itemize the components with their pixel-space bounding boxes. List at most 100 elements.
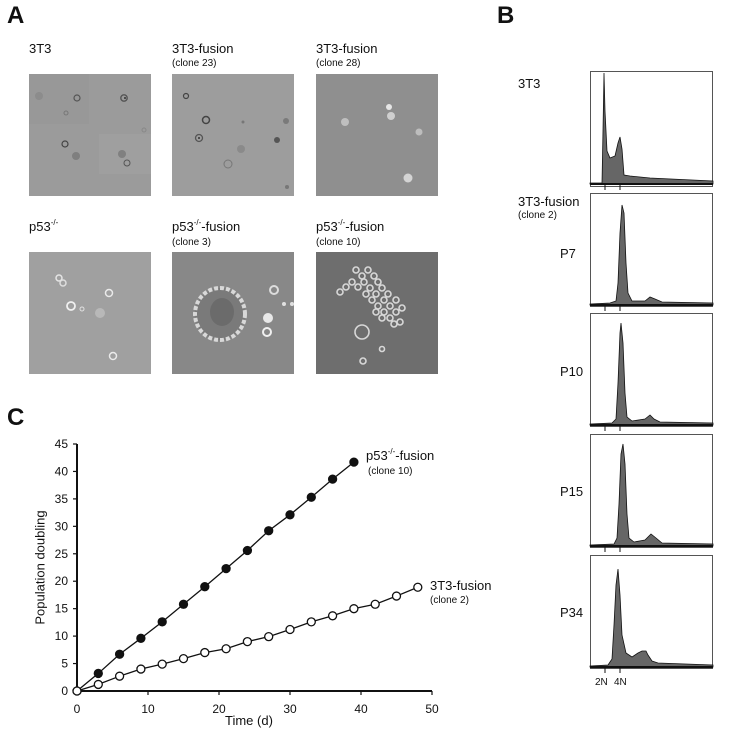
data-point-open xyxy=(221,644,231,654)
histogram-label-p7: P7 xyxy=(560,246,576,261)
micrograph-art xyxy=(172,252,294,374)
data-point-open xyxy=(157,659,167,669)
data-point-filled xyxy=(114,649,125,659)
data-point-open xyxy=(306,617,316,627)
data-point-filled xyxy=(306,492,316,502)
data-point-filled xyxy=(136,633,146,643)
data-point-open xyxy=(114,671,125,681)
title-text-post: -fusion xyxy=(345,219,385,234)
data-point-open xyxy=(200,647,210,658)
y-tick-label: 20 xyxy=(55,574,69,588)
micrograph-art xyxy=(316,74,438,196)
data-point-filled xyxy=(242,545,253,556)
histogram-plot xyxy=(589,204,714,311)
title-text-post: -fusion xyxy=(201,219,241,234)
y-tick-label: 0 xyxy=(61,684,68,698)
data-point-open xyxy=(178,653,189,664)
series-label-p53-fusion: p53-/--fusion xyxy=(366,447,435,463)
micrograph-p53-fusion-10 xyxy=(316,252,438,374)
micrograph-3t3-fusion-28 xyxy=(316,74,438,196)
x-tick-label: 50 xyxy=(425,702,439,716)
data-point-filled xyxy=(93,668,103,679)
x-tick-label: 30 xyxy=(283,702,297,716)
y-tick-label: 30 xyxy=(55,519,69,533)
micrograph-art xyxy=(29,252,151,374)
micrograph-art xyxy=(316,252,438,374)
histogram-label-p10: P10 xyxy=(560,364,584,379)
x-tick-label: 20 xyxy=(212,702,226,716)
image-sub-clone-28: (clone 28) xyxy=(316,58,361,69)
histogram-3t3 xyxy=(589,71,714,190)
superscript: -/- xyxy=(387,447,396,456)
histogram-label-p15: P15 xyxy=(560,484,584,499)
image-title-p53-fusion-10: p53-/--fusion xyxy=(316,218,385,234)
superscript: -/- xyxy=(50,218,59,227)
data-point-filled xyxy=(285,510,295,520)
series-label-text-post: -fusion xyxy=(395,448,435,463)
panel-a-letter: A xyxy=(7,2,25,29)
data-point-filled xyxy=(200,582,210,592)
panel-b-letter: B xyxy=(497,2,515,29)
superscript: -/- xyxy=(337,218,346,227)
histogram-plot xyxy=(589,443,714,552)
y-tick-label: 45 xyxy=(55,437,69,451)
data-point-filled xyxy=(327,474,338,484)
image-sub-clone-23: (clone 23) xyxy=(172,58,217,69)
data-point-open xyxy=(413,582,423,592)
series-label-text: p53 xyxy=(366,448,388,463)
histogram-plot xyxy=(589,568,714,673)
image-title-3t3: 3T3 xyxy=(29,41,52,56)
image-sub-clone-3: (clone 3) xyxy=(172,237,211,248)
data-point-open xyxy=(327,611,338,621)
y-tick-label: 40 xyxy=(55,464,69,478)
image-title-p53-fusion-3: p53-/--fusion xyxy=(172,218,241,234)
data-point-open xyxy=(349,604,359,614)
micrograph-p53 xyxy=(29,252,151,374)
x-tick-label: 0 xyxy=(74,702,81,716)
title-text: p53 xyxy=(172,219,194,234)
data-point-filled xyxy=(157,617,167,627)
image-title-3t3-fusion-23: 3T3-fusion xyxy=(172,41,234,56)
series-sub-clone-2: (clone 2) xyxy=(430,595,469,606)
data-point-open xyxy=(391,591,402,601)
title-text: p53 xyxy=(29,219,51,234)
data-point-filled xyxy=(349,457,359,467)
y-tick-label: 15 xyxy=(55,602,69,616)
histogram-label-3t3: 3T3 xyxy=(518,76,541,91)
data-point-filled xyxy=(178,599,189,609)
histogram-plot xyxy=(589,322,714,431)
data-point-open xyxy=(136,664,146,674)
data-point-open xyxy=(264,632,274,642)
histogram-plot xyxy=(589,72,714,190)
x-axis-label: Time (d) xyxy=(225,713,273,728)
y-tick-label: 10 xyxy=(55,629,69,643)
data-point-open xyxy=(370,599,380,609)
data-point-open xyxy=(93,679,103,690)
histogram-tick-2n: 2N xyxy=(595,677,608,688)
data-point-filled xyxy=(264,526,274,536)
histogram-p34 xyxy=(589,555,714,673)
series-label-3t3-fusion: 3T3-fusion xyxy=(430,578,492,593)
y-tick-label: 35 xyxy=(55,492,69,506)
series-sub-clone-10: (clone 10) xyxy=(368,466,413,477)
data-point-open xyxy=(242,636,253,647)
x-tick-label: 10 xyxy=(141,702,155,716)
histogram-p10 xyxy=(589,313,714,431)
data-point-open xyxy=(72,686,82,696)
y-tick-label: 5 xyxy=(61,657,68,671)
data-point-filled xyxy=(221,563,231,574)
histogram-group-title: 3T3-fusion xyxy=(518,194,580,209)
data-point-open xyxy=(285,624,295,635)
histogram-p15 xyxy=(589,434,714,552)
micrograph-art xyxy=(172,74,294,196)
histogram-label-p34: P34 xyxy=(560,605,584,620)
micrograph-art xyxy=(29,74,151,196)
image-sub-clone-10: (clone 10) xyxy=(316,237,361,248)
image-title-p53: p53-/- xyxy=(29,218,59,234)
superscript: -/- xyxy=(193,218,202,227)
image-title-3t3-fusion-28: 3T3-fusion xyxy=(316,41,378,56)
panel-c-letter: C xyxy=(7,404,25,431)
micrograph-p53-fusion-3 xyxy=(172,252,294,374)
histogram-group-sub: (clone 2) xyxy=(518,210,557,221)
